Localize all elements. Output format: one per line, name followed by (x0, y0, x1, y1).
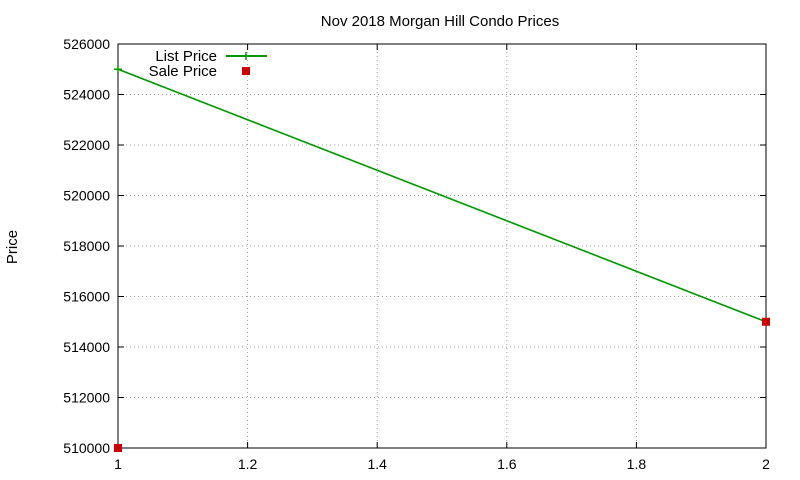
x-tick-label: 1.4 (367, 456, 387, 472)
plot-frame (117, 43, 767, 449)
sale-price-point (762, 317, 770, 326)
legend-label: List Price (155, 48, 217, 65)
axis-ticks: 510000 512000 514000 516000 518000 520000 5220… (63, 36, 770, 472)
x-tick-label: 1.2 (238, 456, 258, 472)
y-tick-label: 512000 (63, 390, 110, 406)
x-tick-label: 2 (762, 456, 770, 472)
x-tick-label: 1.8 (627, 456, 647, 472)
list-price-point (114, 65, 122, 74)
legend-square-swatch (242, 67, 250, 75)
grid-lines (118, 44, 766, 448)
list-price-line (117, 68, 767, 323)
y-tick-label: 516000 (63, 289, 110, 305)
y-tick-label: 518000 (63, 238, 110, 254)
y-tick-label: 524000 (63, 87, 110, 103)
x-tick-label: 1 (114, 456, 122, 472)
y-tick-label: 510000 (63, 440, 110, 456)
x-tick-label: 1.6 (497, 456, 517, 472)
chart-title: Nov 2018 Morgan Hill Condo Prices (321, 13, 559, 30)
y-tick-label: 520000 (63, 188, 110, 204)
y-axis-label: Price (4, 230, 21, 264)
y-tick-label: 514000 (63, 339, 110, 355)
sale-price-point (114, 444, 122, 452)
legend-label: Sale Price (149, 63, 217, 80)
y-tick-label: 522000 (63, 137, 110, 153)
legend-plus-marker (242, 52, 250, 60)
y-tick-label: 526000 (63, 36, 110, 52)
series-layer (114, 65, 770, 452)
